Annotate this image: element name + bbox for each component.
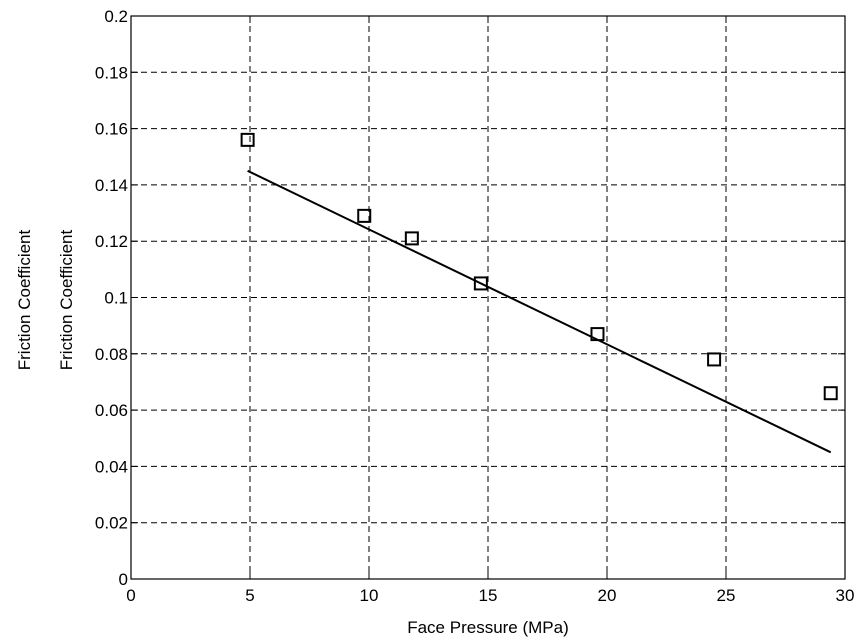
y-tick-label: 0.08 [95, 345, 128, 364]
x-tick-label: 20 [598, 586, 617, 605]
y-tick-label: 0.12 [95, 232, 128, 251]
data-point-square [473, 276, 488, 291]
y-axis-label-overlap: Friction Coefficient [57, 229, 76, 370]
x-tick-label: 15 [479, 586, 498, 605]
y-tick-label: 0.16 [95, 120, 128, 139]
x-tick-label: 30 [836, 586, 855, 605]
data-point-square [357, 208, 372, 223]
x-tick-label: 25 [717, 586, 736, 605]
y-tick-label: 0.04 [95, 457, 128, 476]
data-point-square [823, 386, 838, 401]
y-tick-label: 0 [119, 570, 128, 589]
x-tick-label: 0 [126, 586, 135, 605]
data-point-square [240, 132, 255, 147]
y-tick-label: 0.14 [95, 176, 128, 195]
y-tick-label: 0.18 [95, 63, 128, 82]
y-tick-label: 0.06 [95, 401, 128, 420]
x-tick-label: 5 [245, 586, 254, 605]
data-point-square [404, 231, 419, 246]
data-point-square [707, 352, 722, 367]
y-tick-label: 0.2 [104, 7, 128, 26]
y-tick-label: 0.1 [104, 289, 128, 308]
y-tick-label: 0.02 [95, 514, 128, 533]
x-tick-label: 10 [360, 586, 379, 605]
data-series [240, 132, 838, 454]
y-axis-ticks: 0 0.02 0.04 0.06 0.08 0.1 0.12 0.14 0.16 0.18 0.2 [95, 7, 845, 589]
x-axis-ticks: 0 5 10 15 20 25 30 [126, 16, 854, 605]
x-axis-label: Face Pressure (MPa) [407, 618, 569, 637]
trend-line [247, 169, 832, 454]
y-axis-label: Friction Coefficient [15, 229, 34, 370]
grid-lines [131, 16, 845, 579]
